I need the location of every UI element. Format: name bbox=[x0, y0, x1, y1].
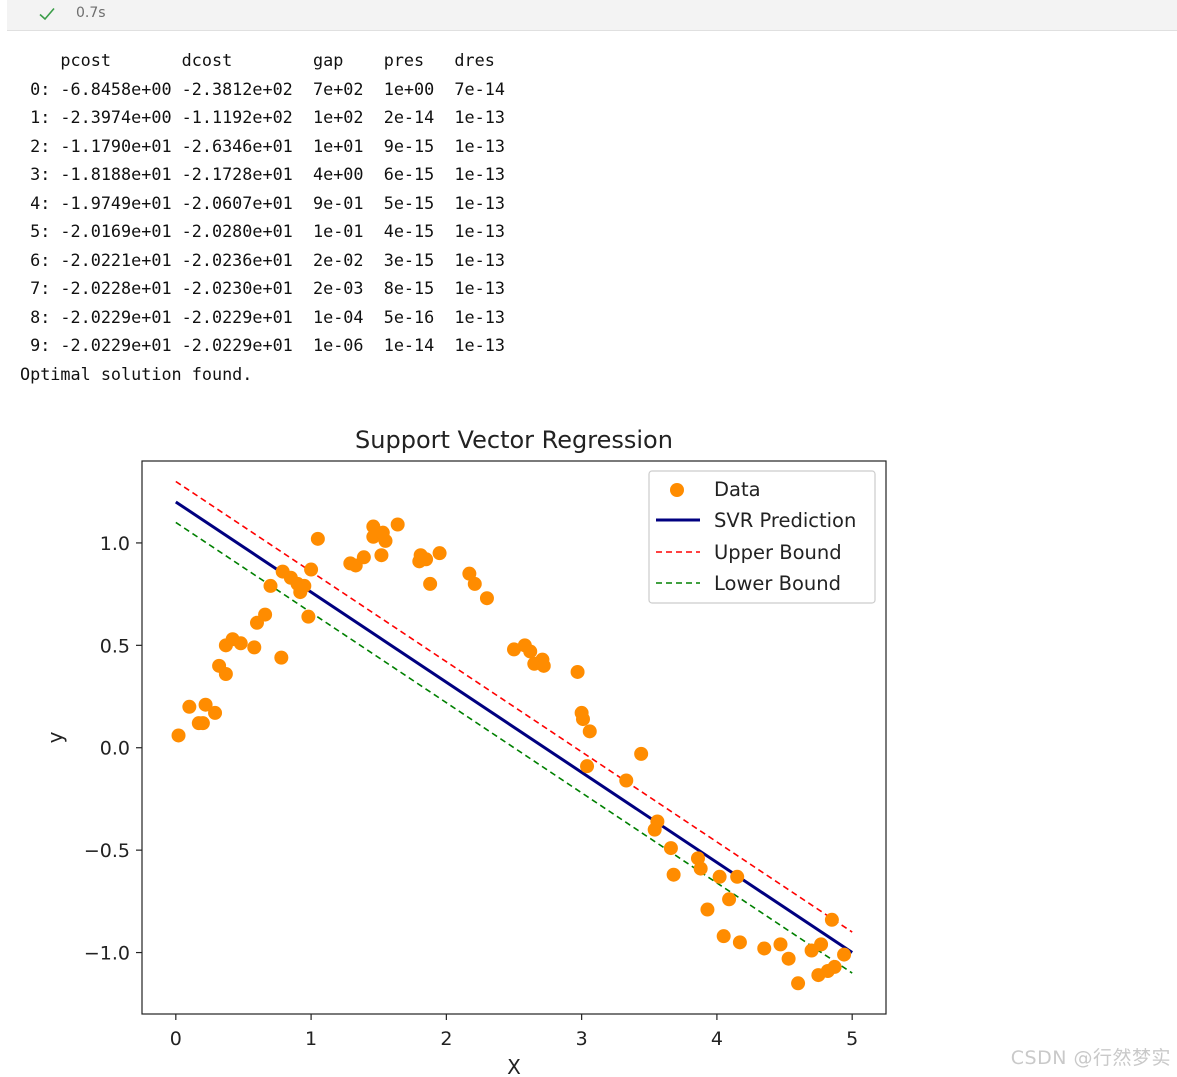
data-point bbox=[462, 566, 477, 581]
solver-footer: Optimal solution found. bbox=[20, 363, 253, 384]
data-point bbox=[467, 576, 482, 591]
data-point bbox=[208, 705, 223, 720]
legend-label: Upper Bound bbox=[714, 541, 842, 564]
data-point bbox=[722, 892, 737, 907]
data-point bbox=[378, 533, 393, 548]
data-point bbox=[781, 951, 796, 966]
y-tick-label: 0.5 bbox=[100, 635, 130, 657]
data-point bbox=[301, 609, 316, 624]
execution-time: 0.7s bbox=[76, 5, 106, 21]
data-point bbox=[700, 902, 715, 917]
solver-row: 0: -6.8458e+00 -2.3812e+02 7e+02 1e+00 7… bbox=[20, 78, 505, 99]
data-point bbox=[570, 664, 585, 679]
data-point bbox=[171, 728, 186, 743]
data-point bbox=[773, 937, 788, 952]
lower-bound-line bbox=[175, 521, 853, 974]
solver-row: 3: -1.8188e+01 -2.1728e+01 4e+00 6e-15 1… bbox=[20, 164, 505, 184]
cell-status-bar: 0.7s bbox=[7, 0, 1177, 31]
data-point bbox=[258, 607, 273, 622]
data-point bbox=[198, 697, 213, 712]
data-point bbox=[274, 650, 289, 665]
data-point bbox=[582, 724, 597, 739]
data-point bbox=[757, 941, 772, 956]
x-tick-label: 1 bbox=[305, 1028, 317, 1050]
x-axis-label: X bbox=[507, 1055, 521, 1077]
data-point bbox=[650, 814, 665, 829]
data-point bbox=[356, 550, 371, 565]
data-point bbox=[195, 716, 210, 731]
data-point bbox=[263, 578, 278, 593]
x-tick-label: 2 bbox=[440, 1028, 452, 1050]
data-point bbox=[814, 937, 829, 952]
solver-row: 4: -1.9749e+01 -2.0607e+01 9e-01 5e-15 1… bbox=[20, 192, 505, 213]
data-point bbox=[507, 642, 521, 657]
data-point bbox=[663, 841, 678, 856]
data-point bbox=[523, 644, 538, 659]
legend-label: SVR Prediction bbox=[714, 509, 856, 532]
upper-bound-line bbox=[175, 480, 853, 933]
data-point bbox=[666, 867, 681, 882]
svr-figure: Support Vector Regression 0 1 2 3 4 5 1.0 0.5 0.0… bbox=[43, 426, 887, 1077]
legend-label: Lower Bound bbox=[714, 572, 841, 595]
y-tick-label: −1.0 bbox=[84, 943, 130, 965]
solver-output: pcost dcost gap pres dres 0: -6.8458e+00… bbox=[20, 46, 505, 388]
data-point bbox=[575, 712, 590, 727]
x-tick-label: 0 bbox=[170, 1028, 182, 1050]
data-point bbox=[390, 517, 405, 532]
check-icon bbox=[39, 7, 55, 21]
chart-title: Support Vector Regression bbox=[355, 426, 673, 454]
data-point bbox=[419, 552, 434, 567]
x-tick-label: 4 bbox=[711, 1028, 723, 1050]
solver-row: 2: -1.1790e+01 -2.6346e+01 1e+01 9e-15 1… bbox=[20, 135, 505, 156]
data-point bbox=[310, 531, 325, 546]
data-point bbox=[233, 636, 248, 651]
data-point bbox=[374, 548, 389, 563]
data-point bbox=[824, 912, 839, 927]
data-point bbox=[712, 869, 727, 884]
y-axis-label: y bbox=[43, 731, 67, 743]
data-point bbox=[730, 869, 745, 884]
data-point bbox=[247, 640, 262, 655]
y-tick-label: 0.0 bbox=[100, 738, 130, 760]
y-tick-label: 1.0 bbox=[100, 533, 130, 555]
solver-header: pcost dcost gap pres dres bbox=[20, 50, 495, 70]
data-point bbox=[619, 773, 634, 788]
x-tick-label: 5 bbox=[846, 1028, 858, 1050]
data-point bbox=[837, 947, 852, 962]
data-point bbox=[182, 699, 197, 714]
legend-box bbox=[648, 470, 876, 604]
data-point bbox=[634, 746, 649, 761]
data-point bbox=[580, 759, 595, 774]
data-point bbox=[218, 667, 233, 682]
data-point bbox=[304, 562, 319, 577]
solver-row: 9: -2.0229e+01 -2.0229e+01 1e-06 1e-14 1… bbox=[20, 335, 505, 355]
data-point bbox=[827, 959, 842, 974]
data-point bbox=[732, 935, 747, 950]
solver-row: 8: -2.0229e+01 -2.0229e+01 1e-04 5e-16 1… bbox=[20, 306, 505, 327]
data-point bbox=[297, 578, 312, 593]
data-point bbox=[536, 658, 551, 673]
data-point bbox=[693, 861, 708, 876]
y-tick-label: −0.5 bbox=[84, 840, 130, 862]
solver-row: 7: -2.0228e+01 -2.0230e+01 2e-03 8e-15 1… bbox=[20, 278, 505, 298]
data-point bbox=[479, 591, 494, 606]
legend-marker-data bbox=[670, 483, 684, 497]
legend-label: Data bbox=[714, 478, 761, 501]
solver-row: 5: -2.0169e+01 -2.0280e+01 1e-01 4e-15 1… bbox=[20, 221, 505, 241]
watermark: CSDN @行然梦实 bbox=[1010, 1047, 1171, 1069]
x-tick-label: 3 bbox=[576, 1028, 588, 1050]
data-point bbox=[791, 976, 806, 991]
data-point bbox=[423, 576, 438, 591]
solver-row: 1: -2.3974e+00 -1.1192e+02 1e+02 2e-14 1… bbox=[20, 107, 505, 127]
data-point bbox=[716, 929, 731, 944]
data-point bbox=[432, 546, 447, 561]
solver-row: 6: -2.0221e+01 -2.0236e+01 2e-02 3e-15 1… bbox=[20, 249, 505, 270]
